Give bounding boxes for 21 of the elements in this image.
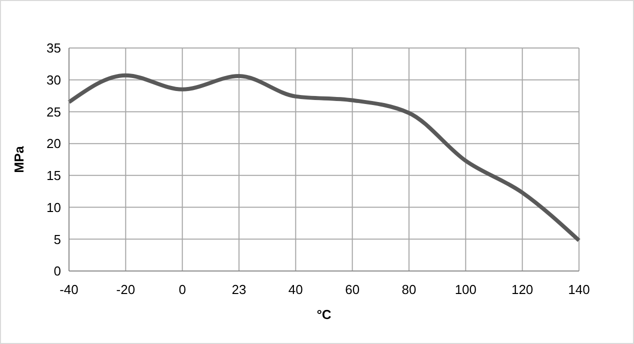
y-tick-label: 30	[46, 72, 61, 88]
y-tick-label: 5	[54, 232, 61, 247]
x-tick-label: 80	[402, 282, 416, 298]
y-tick-label: 10	[46, 200, 61, 215]
x-tick-label: 0	[178, 282, 186, 298]
x-tick-label: 40	[288, 282, 303, 298]
x-tick-label: -40	[60, 282, 78, 298]
y-tick-label: 25	[46, 104, 61, 120]
x-tick-label: 140	[568, 282, 590, 298]
x-tick-label: -20	[116, 282, 136, 298]
y-tick-label: 15	[46, 168, 61, 184]
x-tick-label: 23	[232, 282, 246, 298]
x-tick-label: 100	[454, 282, 477, 298]
y-tick-label: 20	[46, 136, 61, 152]
x-axis-title: °C	[316, 307, 332, 322]
line-series	[67, 73, 581, 242]
x-tick-label: 120	[511, 282, 534, 298]
x-tick-label: 60	[345, 282, 360, 298]
y-tick-label: 35	[46, 40, 61, 56]
y-axis-title: MPa	[12, 145, 27, 173]
y-tick-label: 0	[54, 264, 61, 279]
